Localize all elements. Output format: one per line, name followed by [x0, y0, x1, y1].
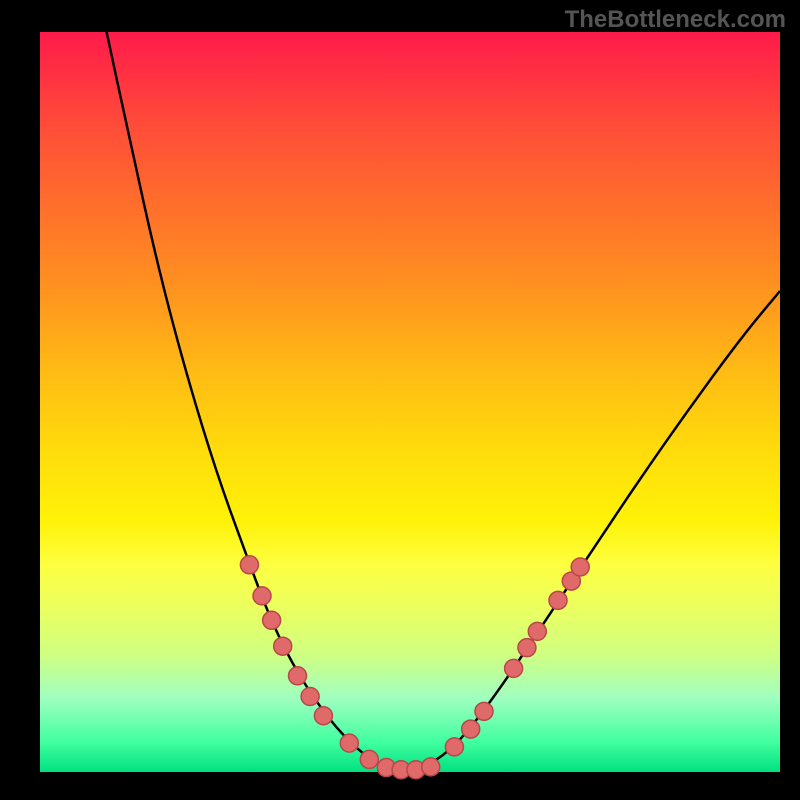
- data-marker: [422, 758, 440, 776]
- data-marker: [289, 667, 307, 685]
- data-marker: [549, 591, 567, 609]
- data-marker: [518, 639, 536, 657]
- data-marker: [263, 611, 281, 629]
- watermark-text: TheBottleneck.com: [565, 6, 786, 34]
- data-marker: [571, 558, 589, 576]
- data-marker: [360, 750, 378, 768]
- data-marker: [340, 734, 358, 752]
- data-marker: [301, 688, 319, 706]
- data-marker: [253, 587, 271, 605]
- chart-overlay: [0, 0, 800, 800]
- data-marker: [505, 659, 523, 677]
- data-marker: [274, 637, 292, 655]
- data-marker: [528, 622, 546, 640]
- bottleneck-curve: [107, 32, 780, 769]
- data-marker: [445, 738, 463, 756]
- data-marker: [462, 720, 480, 738]
- data-marker: [314, 707, 332, 725]
- data-marker: [475, 702, 493, 720]
- data-marker: [240, 556, 258, 574]
